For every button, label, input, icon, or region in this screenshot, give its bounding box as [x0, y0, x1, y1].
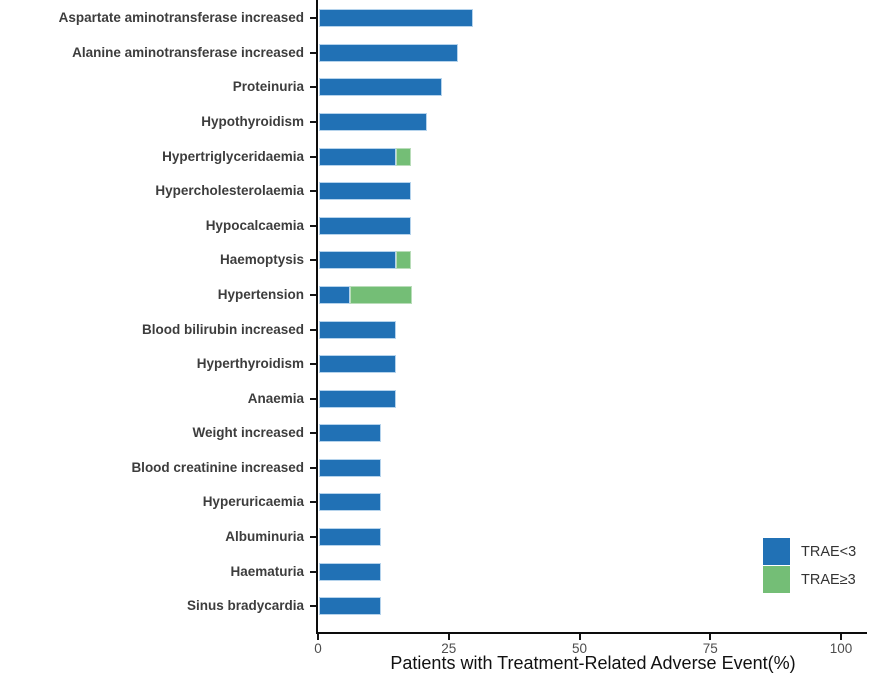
y-tick-mark: [310, 397, 316, 400]
bar-segment-trae-lt3: [319, 320, 396, 339]
y-axis-label: Hyperthyroidism: [196, 356, 304, 372]
y-axis-label: Albuminuria: [225, 529, 304, 544]
y-tick-mark: [310, 605, 316, 608]
legend-label-trae-lt3: TRAE<3: [801, 543, 857, 560]
y-axis-label: Hypertension: [217, 286, 304, 302]
x-tick-label: 25: [441, 641, 457, 656]
bar-segment-trae-lt3: [319, 285, 350, 304]
y-tick-mark: [310, 328, 316, 331]
y-axis-label: Alanine aminotransferase increased: [72, 44, 304, 60]
y-axis-label: Anaemia: [247, 390, 304, 406]
y-tick-mark: [310, 259, 316, 262]
y-tick-mark: [310, 536, 316, 538]
y-axis-label: Hypothyroidism: [201, 114, 304, 130]
y-axis-label: Hypertriglyceridaemia: [162, 148, 304, 164]
y-axis-label: Haematuria: [230, 563, 304, 579]
y-axis-label: Hypercholesterolaemia: [155, 183, 304, 199]
y-tick-mark: [310, 155, 316, 158]
y-tick-mark: [310, 363, 316, 366]
bar-segment-trae-lt3: [319, 493, 381, 512]
y-tick-mark: [310, 293, 316, 296]
y-axis-label: Aspartate aminotransferase increased: [58, 10, 304, 26]
bar-segment-trae-lt3: [319, 147, 396, 166]
y-tick-mark: [310, 224, 316, 227]
bar-segment-trae-lt3: [319, 216, 412, 235]
bar-segment-trae-ge3: [349, 285, 412, 304]
y-axis-label: Haemoptysis: [219, 252, 304, 268]
y-axis-label: Blood bilirubin increased: [141, 321, 304, 337]
legend: TRAE<3 TRAE≥3: [763, 538, 856, 594]
bar-segment-trae-lt3: [319, 78, 442, 97]
y-axis-label: Blood creatinine increased: [131, 459, 304, 475]
y-tick-mark: [310, 501, 316, 504]
y-tick-mark: [310, 466, 316, 469]
x-tick-label: 75: [702, 641, 718, 656]
x-axis-title: Patients with Treatment-Related Adverse …: [390, 653, 796, 673]
legend-item-trae-lt3: TRAE<3: [763, 538, 856, 565]
bar-segment-trae-lt3: [319, 424, 381, 443]
y-tick-mark: [310, 432, 316, 435]
x-axis-line: [316, 632, 867, 634]
bar-segment-trae-lt3: [319, 9, 473, 28]
x-tick-label: 50: [571, 641, 588, 656]
bar-segment-trae-lt3: [319, 355, 396, 374]
x-tick-mark: [447, 634, 450, 640]
bar-segment-trae-lt3: [319, 528, 381, 546]
legend-item-trae-ge3: TRAE≥3: [763, 566, 856, 593]
bar-segment-trae-lt3: [319, 389, 396, 408]
bar-segment-trae-lt3: [319, 182, 412, 201]
bar-segment-trae-lt3: [319, 43, 458, 62]
x-tick-mark: [317, 634, 319, 640]
y-axis-label: Hyperuricaemia: [202, 494, 304, 510]
y-tick-mark: [310, 51, 316, 54]
legend-label-trae-ge3: TRAE≥3: [801, 571, 856, 588]
y-axis-line: [316, 0, 318, 634]
y-axis-label: Sinus bradycardia: [186, 598, 304, 614]
x-tick-label: 100: [829, 641, 853, 656]
x-tick-mark: [840, 634, 842, 640]
bar-segment-trae-lt3: [319, 597, 381, 616]
x-tick-label: 0: [314, 641, 322, 656]
y-axis-label: Weight increased: [192, 425, 304, 441]
bar-segment-trae-lt3: [319, 113, 427, 132]
legend-swatch-trae-ge3: [763, 566, 790, 593]
bar-segment-trae-ge3: [395, 147, 412, 166]
bar-segment-trae-lt3: [319, 458, 381, 477]
y-tick-mark: [310, 86, 316, 89]
bar-segment-trae-lt3: [319, 251, 396, 270]
y-tick-mark: [310, 570, 316, 573]
y-tick-mark: [310, 190, 316, 193]
legend-swatch-trae-lt3: [763, 538, 790, 565]
bar-segment-trae-lt3: [319, 562, 381, 581]
x-tick-mark: [578, 634, 581, 640]
y-tick-mark: [310, 121, 316, 124]
bar-segment-trae-ge3: [395, 251, 412, 270]
y-axis-label: Proteinuria: [232, 79, 304, 95]
y-axis-label: Hypocalcaemia: [205, 217, 304, 233]
x-tick-mark: [709, 634, 712, 640]
y-tick-mark: [310, 17, 316, 20]
